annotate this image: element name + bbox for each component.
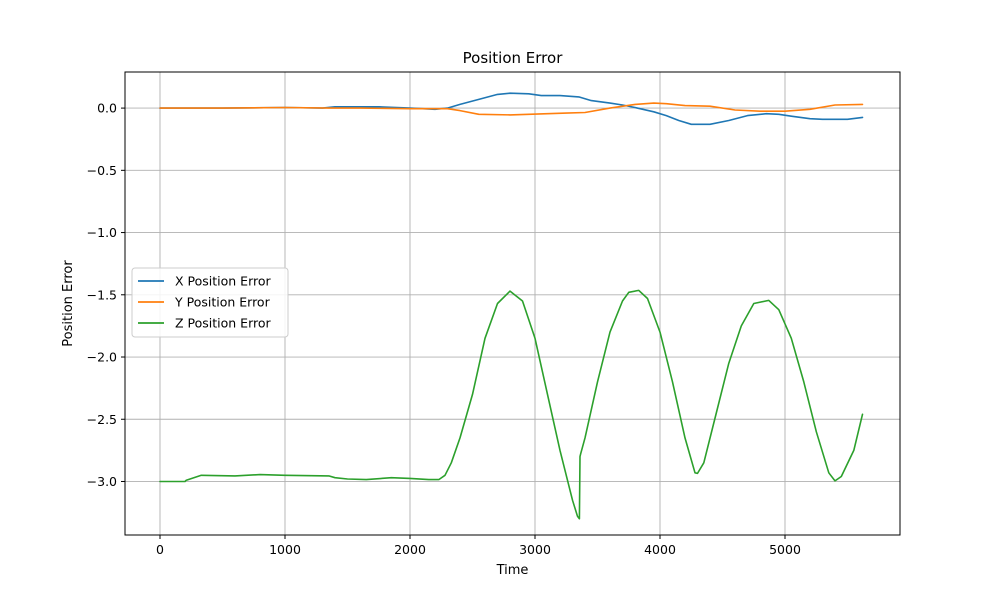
series-lines (159, 92, 864, 520)
x-tick-label: 0 (156, 542, 164, 557)
legend-label: X Position Error (175, 274, 272, 289)
y-axis-ticks: 0.0 −0.5 −1.0 −1.5 −2.0 −2.5 −3.0 (87, 101, 125, 489)
chart-title: Position Error (463, 49, 564, 67)
series-line-y (159, 102, 864, 116)
legend-label: Z Position Error (175, 316, 272, 331)
y-axis-label: Position Error (61, 260, 76, 347)
plot-frame (124, 71, 901, 536)
x-tick-label: 2000 (394, 542, 426, 557)
y-tick-label: −1.5 (87, 287, 117, 302)
y-tick-label: −0.5 (87, 163, 117, 178)
x-tick-label: 4000 (644, 542, 676, 557)
y-tick-label: −2.0 (87, 350, 117, 365)
x-axis-label: Time (496, 563, 529, 578)
x-tick-label: 5000 (769, 542, 801, 557)
series-line-z (159, 289, 864, 520)
legend-box (131, 267, 289, 338)
y-tick-label: −2.5 (87, 412, 117, 427)
x-tick-label: 3000 (519, 542, 551, 557)
y-tick-label: −1.0 (87, 225, 117, 240)
x-axis-ticks: 0 1000 2000 3000 4000 5000 (156, 535, 801, 557)
legend-label: Y Position Error (174, 295, 271, 310)
x-tick-label: 1000 (269, 542, 301, 557)
y-tick-label: −3.0 (87, 474, 117, 489)
y-tick-label: 0.0 (97, 101, 117, 116)
grid (125, 72, 900, 535)
legend: X Position Error Y Position Error Z Positi… (131, 267, 289, 338)
